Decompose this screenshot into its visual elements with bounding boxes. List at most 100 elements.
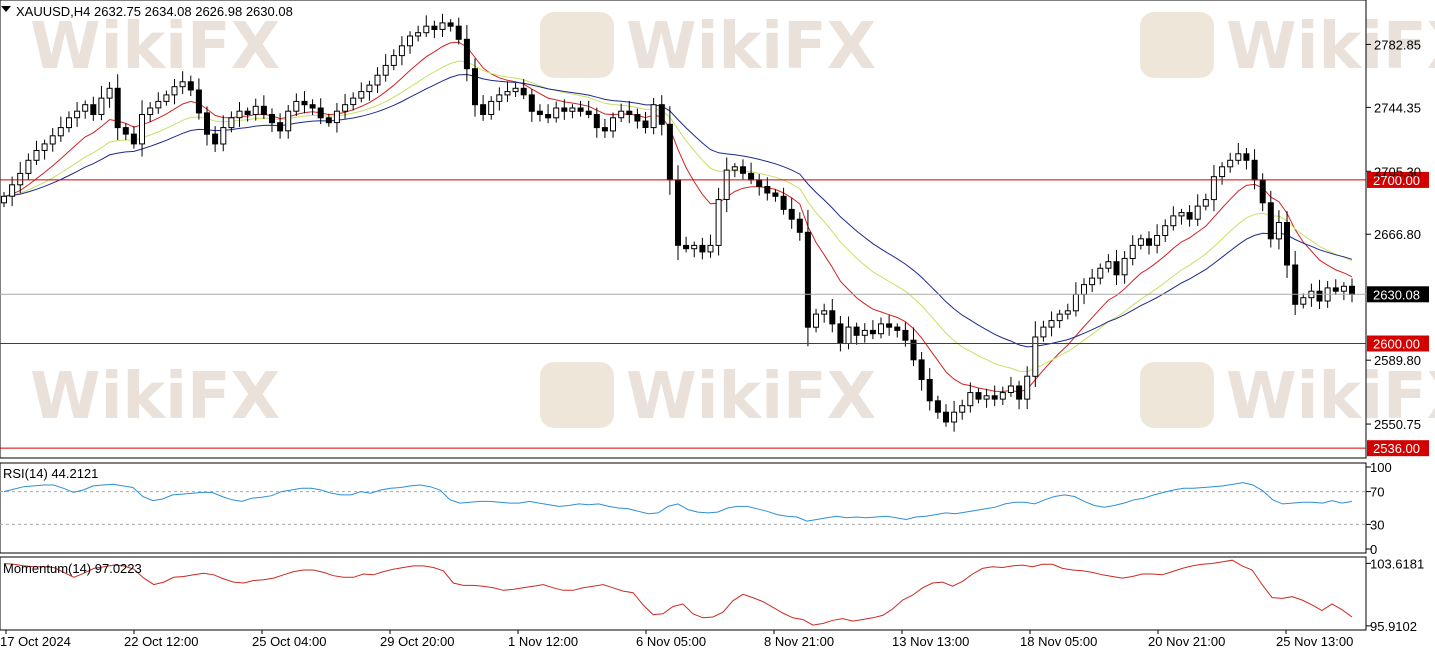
candle — [1267, 190, 1274, 248]
candle — [472, 58, 478, 117]
candle — [967, 382, 974, 413]
candle — [634, 108, 641, 129]
candle — [1275, 210, 1282, 250]
candle — [277, 113, 284, 139]
candle — [569, 104, 576, 119]
candle — [390, 49, 397, 71]
candle — [999, 386, 1006, 406]
candle — [106, 81, 113, 108]
candle — [33, 140, 40, 166]
candle — [66, 111, 72, 133]
candle — [171, 78, 178, 105]
watermark-left-1: WikiFX — [30, 360, 280, 434]
candle — [536, 104, 543, 122]
watermark-2: WikiFX — [1140, 10, 1435, 84]
rsi-panel[interactable]: 100 70 30 0 — [0, 460, 1392, 557]
svg-text:WikiFX: WikiFX — [626, 360, 876, 434]
rsi-line — [3, 482, 1353, 522]
watermark-0: WikiFX — [540, 10, 876, 84]
candle — [683, 236, 690, 253]
candle — [244, 107, 251, 122]
time-tick-label: 8 Nov 21:00 — [764, 634, 834, 649]
candle — [366, 80, 373, 101]
candle — [821, 303, 828, 323]
time-tick-label: 29 Oct 20:00 — [380, 634, 454, 649]
candle — [325, 113, 332, 127]
candle — [577, 100, 584, 117]
candle — [25, 153, 32, 181]
candle — [155, 92, 162, 114]
candle — [804, 209, 811, 347]
candle — [699, 237, 706, 260]
candle — [1284, 211, 1290, 278]
candle — [1186, 205, 1193, 227]
candle — [317, 98, 324, 125]
svg-text:WikiFX: WikiFX — [1226, 360, 1435, 434]
candle — [650, 97, 657, 135]
candle — [869, 320, 876, 340]
candle — [228, 111, 235, 133]
candle — [1113, 249, 1120, 285]
candle — [1227, 152, 1234, 173]
candle — [342, 93, 349, 119]
svg-text:WikiFX: WikiFX — [626, 10, 876, 84]
candle — [114, 74, 121, 141]
main-chart-title: XAUUSD,H4 2632.75 2634.08 2626.98 2630.0… — [16, 4, 293, 19]
candle — [439, 13, 446, 37]
candle — [731, 163, 738, 178]
candle — [723, 157, 730, 213]
candle — [504, 81, 511, 102]
candle — [407, 31, 413, 54]
rsi-tick-label: 30 — [1370, 517, 1384, 532]
price-tick-label: 2705.30 — [1374, 164, 1421, 179]
candle — [309, 99, 316, 115]
candle — [642, 111, 649, 134]
candle — [455, 17, 462, 45]
candle — [1056, 309, 1063, 329]
candle — [1032, 321, 1039, 388]
level-tag-2700.00 — [1367, 171, 1429, 188]
candle — [610, 112, 616, 138]
time-tick-label: 18 Nov 05:00 — [1020, 634, 1097, 649]
candle — [374, 67, 381, 94]
candle — [1121, 251, 1128, 284]
candle — [382, 54, 389, 82]
momentum-title: Momentum(14) 97.0223 — [3, 561, 142, 576]
candle — [894, 323, 901, 338]
candle — [1178, 208, 1185, 225]
price-panel[interactable]: 2700.00 2600.00 2536.00 2782.85 2744.35 2705… — [0, 0, 1429, 459]
candle — [520, 79, 527, 100]
dropdown-triangle-icon[interactable] — [1, 6, 11, 12]
candle — [1170, 206, 1177, 231]
candle — [1340, 282, 1347, 301]
candle — [1024, 366, 1031, 410]
candle — [764, 177, 771, 201]
candle — [1219, 162, 1226, 185]
candle — [553, 101, 560, 123]
candle — [512, 82, 519, 97]
momentum-panel[interactable]: 103.6181 95.9102 — [0, 556, 1424, 634]
candle — [528, 89, 535, 122]
candle — [780, 187, 787, 215]
time-tick-label: 13 Nov 13:00 — [892, 634, 969, 649]
candle — [593, 107, 600, 138]
rsi-tick-label: 70 — [1370, 485, 1384, 500]
candle — [9, 176, 16, 207]
price-tick-label: 2782.85 — [1374, 37, 1421, 52]
candle — [918, 352, 925, 391]
watermark-layer: WikiFX WikiFX WikiFX WikiFX WikiFX WikiFX — [30, 10, 1435, 434]
candle — [561, 99, 568, 120]
candle — [17, 161, 24, 194]
candle — [130, 126, 137, 149]
current-price-tag — [1367, 286, 1429, 303]
candle — [195, 78, 202, 120]
watermark-3: WikiFX — [1140, 360, 1435, 434]
candle — [1235, 142, 1242, 165]
ma-slow-line — [3, 73, 1353, 348]
candle — [431, 20, 438, 39]
time-tick-label: 17 Oct 2024 — [0, 634, 71, 649]
time-tick-label: 6 Nov 05:00 — [636, 634, 706, 649]
level-tag-text: 2536.00 — [1373, 441, 1420, 456]
candle — [991, 385, 998, 407]
